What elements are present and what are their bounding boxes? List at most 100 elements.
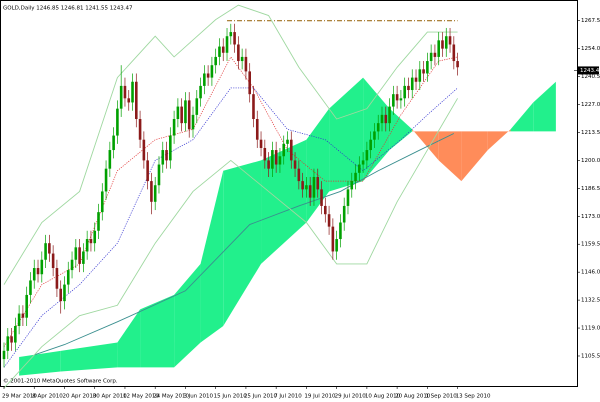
cloud-segment — [200, 170, 224, 343]
candle-body — [203, 73, 206, 86]
candle-body — [339, 222, 342, 240]
cloud-segment — [60, 342, 118, 372]
candle-body — [40, 259, 44, 275]
candle-body — [100, 191, 104, 213]
cloud-segment — [140, 294, 175, 368]
candle-body — [180, 106, 183, 124]
candle-body — [259, 139, 263, 148]
cloud-segment — [412, 129, 439, 161]
candle-body — [233, 32, 236, 45]
candle-body — [138, 119, 142, 140]
candle-body — [358, 164, 361, 173]
candle-body — [97, 212, 100, 231]
candle-body — [426, 61, 429, 74]
indicator-line — [3, 98, 458, 389]
x-tick-label: 10 Aug 2010 — [365, 394, 401, 400]
candle-body — [335, 239, 338, 252]
copyright: © 2001-2010 MetaQuotes Software Corp. — [3, 378, 118, 385]
candle-body — [392, 94, 395, 107]
candle-body — [388, 106, 391, 124]
candle-body — [225, 36, 229, 53]
axis-layer: 1267.50 1254.00 1240.50 1227.00 1213.50 1200.… — [2, 18, 600, 399]
cloud-segment — [438, 131, 462, 182]
candle-body — [119, 85, 123, 109]
candle-body — [331, 226, 335, 252]
x-tick-label: 15 Jun 2010 — [214, 394, 248, 400]
candle-body — [278, 156, 282, 165]
candle-body — [229, 32, 233, 37]
candle-body — [342, 205, 346, 223]
y-tick-label: 1240.50 — [581, 74, 600, 80]
candle-body — [395, 94, 399, 101]
cloud-segment — [510, 102, 534, 132]
candle-body — [55, 268, 59, 289]
candle-body — [17, 313, 21, 326]
candle-body — [346, 189, 350, 206]
candle-body — [437, 40, 440, 57]
candle-body — [127, 98, 131, 103]
candle-body — [191, 114, 195, 130]
x-tick-label: 12 May 2010 — [123, 394, 159, 400]
cloud-layer — [19, 77, 556, 376]
candle-body — [14, 325, 17, 343]
candle-body — [195, 98, 199, 115]
indicator-line — [3, 87, 458, 368]
candle-body — [150, 181, 153, 202]
x-tick-label: 25 Jun 2010 — [244, 394, 278, 400]
candle-body — [210, 65, 214, 78]
candle-body — [172, 119, 176, 136]
candle-body — [271, 150, 274, 169]
candle-body — [184, 100, 187, 124]
cloud-segment — [533, 81, 556, 132]
cloud-segment — [19, 350, 61, 376]
x-tick-label: 3 Jun 2010 — [183, 394, 213, 400]
candle-body — [369, 139, 372, 151]
x-tick-label: 24 May 2010 — [153, 394, 189, 400]
x-tick-label: 7 Jul 2010 — [274, 394, 302, 400]
candle-body — [70, 259, 74, 271]
candle-body — [289, 139, 293, 161]
candle-body — [25, 294, 28, 318]
cloud-segment — [389, 108, 413, 151]
x-tick-label: 29 Jul 2010 — [335, 394, 367, 400]
y-tick-label: 1227.00 — [581, 102, 600, 108]
candle-body — [6, 336, 10, 351]
candle-body — [422, 69, 425, 74]
candle-body — [36, 268, 40, 275]
cloud-segment — [461, 131, 488, 182]
cloud-segment — [174, 263, 201, 368]
candle-body — [51, 253, 55, 269]
candle-body — [161, 150, 165, 165]
candle-body — [267, 160, 270, 169]
candle-body — [384, 114, 388, 124]
current-price-box — [578, 66, 599, 75]
candle-body — [32, 268, 36, 281]
y-tick-label: 1254.00 — [581, 46, 600, 52]
candle-body — [350, 181, 354, 190]
candle-body — [244, 56, 248, 72]
candle-body — [410, 77, 414, 91]
candle-body — [104, 168, 108, 192]
x-tick-label: 8 Apr 2010 — [32, 394, 63, 400]
candle-body — [354, 172, 357, 182]
candle-body — [327, 214, 331, 227]
candle-body — [89, 239, 93, 244]
candle-body — [176, 106, 180, 120]
candle-body — [165, 150, 168, 161]
candle-body — [214, 56, 217, 66]
candle-body — [433, 52, 437, 57]
candle-body — [157, 164, 161, 186]
candle-body — [63, 284, 66, 302]
candle-body — [297, 168, 301, 182]
y-tick-label: 1159.50 — [581, 242, 600, 248]
y-tick-label: 1119.00 — [581, 326, 600, 332]
candle-body — [301, 181, 304, 190]
candle-body — [274, 150, 278, 165]
cloud-segment — [306, 108, 330, 223]
candle-body — [59, 288, 62, 302]
x-tick-label: 20 Aug 2010 — [395, 394, 431, 400]
candle-body — [407, 85, 410, 91]
y-tick-label: 1200.00 — [581, 158, 600, 164]
candle-body — [82, 251, 85, 264]
